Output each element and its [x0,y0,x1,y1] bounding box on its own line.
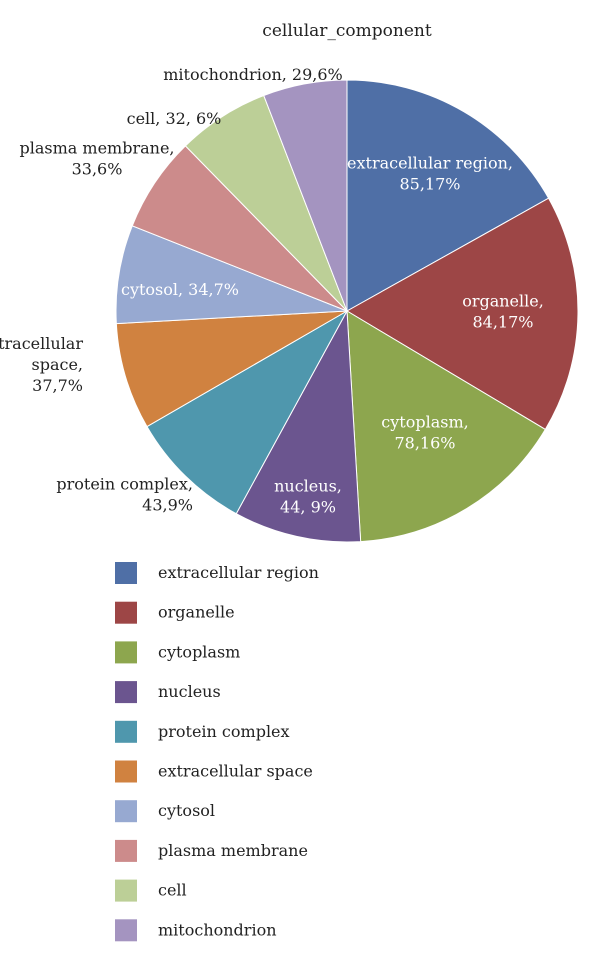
slice-label-extracellular-region: extracellular region, 85,17% [347,154,513,194]
slice-label-organelle: organelle, 84,17% [462,292,544,332]
legend-label-cell: cell [158,881,187,900]
legend-label-organelle: organelle [158,603,235,622]
slice-label-mitochondrion: mitochondrion, 29,6% [163,65,343,84]
slice-label-cytosol: cytosol, 34,7% [121,280,239,299]
pie-slice-extracellular-space [115,310,348,428]
legend: extracellular region organelle cytoplasm nu… [115,562,319,942]
slice-labels: extracellular region, 85,17% organelle, 84,… [0,65,544,517]
legend-label-cytoplasm: cytoplasm [158,642,240,661]
legend-swatch-cytoplasm [115,641,137,664]
legend-swatch-protein-complex [115,720,137,743]
legend-label-nucleus: nucleus [158,682,221,701]
legend-swatch-extracellular-space [115,760,137,783]
pie-slice-protein-complex [146,309,349,515]
pie-slice-extracellular-region [346,79,550,312]
pie-slice-organelle [346,197,579,431]
chart-title: cellular_component [262,21,432,41]
legend-label-mitochondrion: mitochondrion [158,920,277,939]
slice-label-cell: cell, 32, 6% [127,109,222,128]
legend-label-plasma-membrane: plasma membrane [158,841,308,860]
legend-swatch-nucleus [115,681,137,704]
legend-label-protein-complex: protein complex [158,722,290,741]
legend-swatch-cytosol [115,800,137,823]
legend-label-extracellular-space: extracellular space [158,762,313,781]
legend-label-cytosol: cytosol [158,801,215,820]
legend-swatch-organelle [115,601,137,624]
slice-label-cytoplasm: cytoplasm, 78,16% [381,413,468,453]
legend-label-extracellular-region: extracellular region [158,563,319,582]
legend-swatch-plasma-membrane [115,839,137,862]
legend-swatch-cell [115,879,137,902]
pie-slice-cytoplasm [346,310,547,543]
legend-swatch-extracellular-region [115,562,137,584]
pie-slice-nucleus [235,309,362,543]
slice-label-protein-complex: protein complex, 43,9% [56,475,193,515]
slice-label-plasma-membrane: plasma membrane, 33,6% [19,139,174,179]
pie-slices [115,79,579,543]
slice-label-nucleus: nucleus, 44, 9% [274,477,342,517]
pie-slice-mitochondrion [263,79,348,312]
legend-swatch-mitochondrion [115,919,137,942]
